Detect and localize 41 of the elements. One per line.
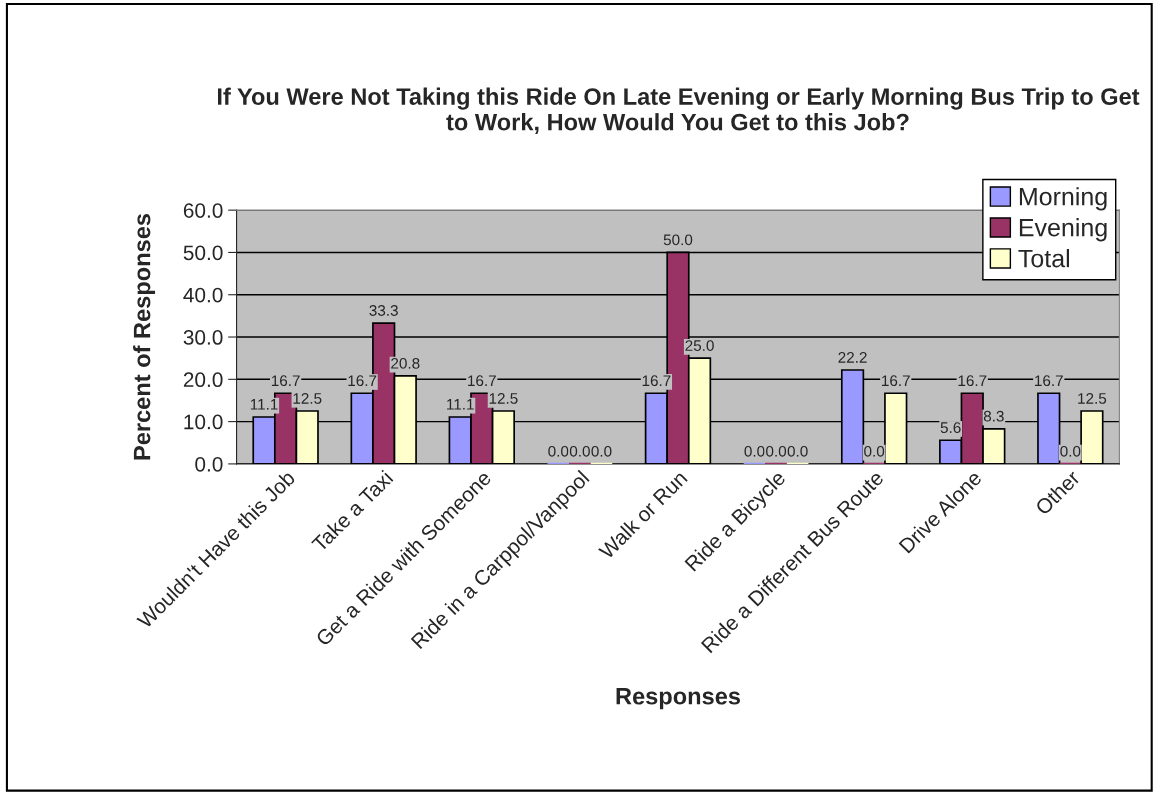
data-label: 5.6 <box>940 422 961 434</box>
legend-label: Evening <box>1019 218 1107 242</box>
data-label: 22.2 <box>838 352 867 363</box>
y-tick-label: 10.0 <box>184 414 223 430</box>
data-label: 25.0 <box>685 340 714 351</box>
data-label: 33.3 <box>369 305 398 316</box>
data-label: 16.7 <box>271 375 300 387</box>
data-label: 16.7 <box>1035 375 1063 387</box>
x-axis-title: Responses <box>616 688 740 710</box>
data-label: 0.0 <box>591 445 612 457</box>
y-tick-label: 40.0 <box>183 287 223 303</box>
y-tick-label: 20.0 <box>183 372 223 388</box>
data-label: 0.0 <box>766 445 787 457</box>
data-label: 50.0 <box>663 234 693 246</box>
data-label: 20.8 <box>391 357 420 369</box>
legend-label: Morning <box>1019 187 1107 211</box>
data-label: 8.3 <box>983 410 1004 422</box>
data-label: 16.7 <box>882 375 910 387</box>
data-label: 12.5 <box>489 393 518 404</box>
legend-label: Total <box>1018 249 1069 268</box>
data-label: 11.1 <box>447 399 474 410</box>
y-axis-title: Percent of Responses <box>133 213 156 460</box>
data-label: 0.0 <box>787 445 808 457</box>
chart-title: If You Were Not Taking this Ride On Late Evening or Early Morning Bus Trip to Get to Work, How Would You Get to this Job? <box>218 87 1140 134</box>
y-tick-label: 50.0 <box>183 245 223 261</box>
data-label: 12.5 <box>293 393 322 404</box>
data-label: 0.0 <box>864 445 885 457</box>
data-label: 16.7 <box>348 375 377 387</box>
data-label: 0.0 <box>1060 445 1081 457</box>
data-label: 0.0 <box>744 445 765 457</box>
data-label: 11.1 <box>250 399 278 410</box>
y-tick-label: 60.0 <box>183 203 223 218</box>
x-tick-label: Take a Taxi <box>310 469 394 553</box>
data-label: 12.5 <box>1078 393 1107 404</box>
y-tick-label: 30.0 <box>183 330 223 345</box>
data-label: 0.0 <box>548 445 569 457</box>
data-label: 16.7 <box>468 375 496 387</box>
y-tick-label: 0.0 <box>195 456 223 472</box>
data-label: 0.0 <box>569 445 590 457</box>
data-label: 16.7 <box>958 375 987 387</box>
data-label: 16.7 <box>642 375 671 387</box>
